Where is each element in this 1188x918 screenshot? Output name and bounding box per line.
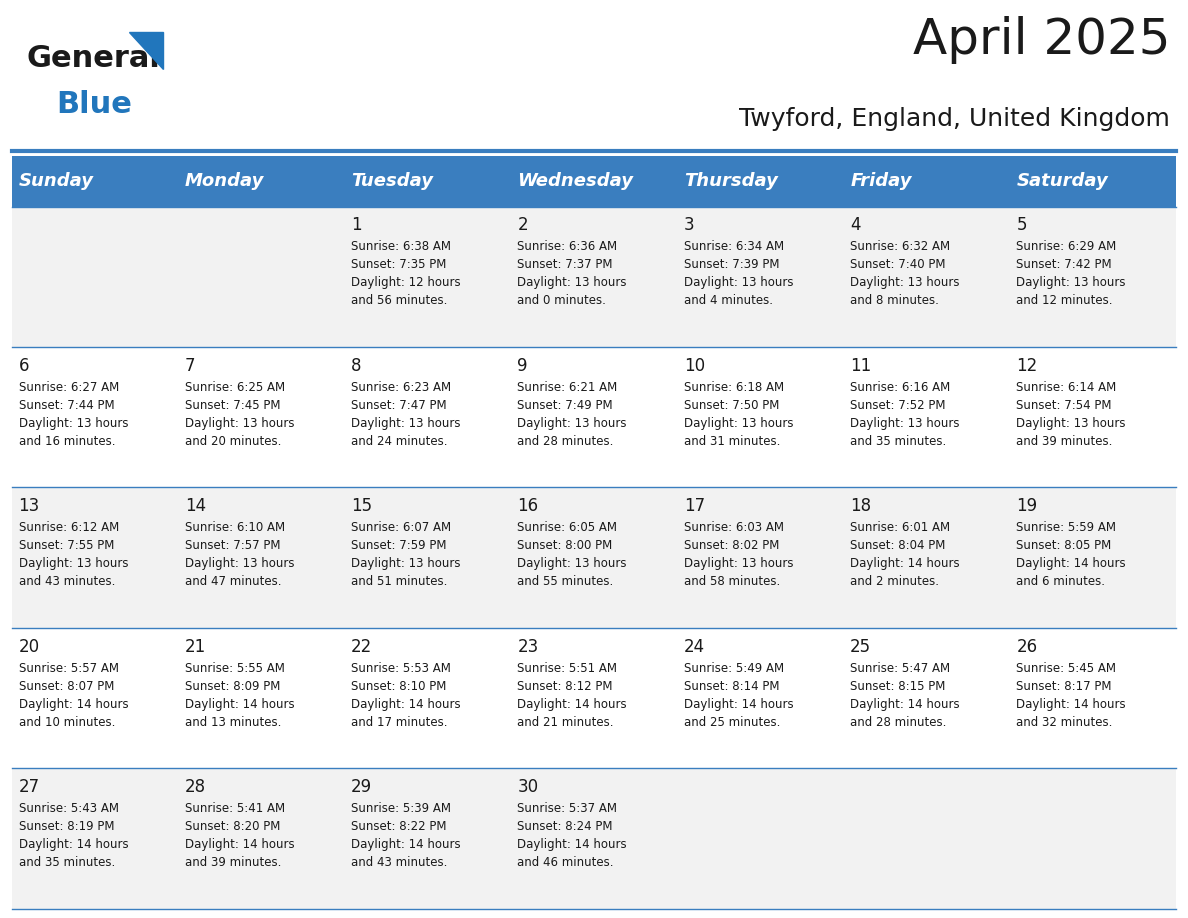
Bar [12, 768, 1176, 909]
Text: Sunrise: 6:34 AM
Sunset: 7:39 PM
Daylight: 13 hours
and 4 minutes.: Sunrise: 6:34 AM Sunset: 7:39 PM Dayligh… [684, 241, 794, 308]
Text: Sunrise: 6:32 AM
Sunset: 7:40 PM
Daylight: 13 hours
and 8 minutes.: Sunrise: 6:32 AM Sunset: 7:40 PM Dayligh… [851, 241, 960, 308]
Text: 25: 25 [851, 638, 871, 655]
Text: 29: 29 [352, 778, 372, 796]
Text: Sunrise: 6:05 AM
Sunset: 8:00 PM
Daylight: 13 hours
and 55 minutes.: Sunrise: 6:05 AM Sunset: 8:00 PM Dayligh… [518, 521, 627, 588]
Text: 21: 21 [185, 638, 206, 655]
Bar [12, 156, 1176, 207]
Text: 8: 8 [352, 357, 361, 375]
Bar [12, 487, 1176, 628]
Text: 18: 18 [851, 498, 871, 515]
Text: Sunrise: 6:14 AM
Sunset: 7:54 PM
Daylight: 13 hours
and 39 minutes.: Sunrise: 6:14 AM Sunset: 7:54 PM Dayligh… [1017, 381, 1126, 448]
Text: 30: 30 [518, 778, 538, 796]
Text: Sunrise: 6:07 AM
Sunset: 7:59 PM
Daylight: 13 hours
and 51 minutes.: Sunrise: 6:07 AM Sunset: 7:59 PM Dayligh… [352, 521, 461, 588]
Text: 20: 20 [19, 638, 39, 655]
Text: 15: 15 [352, 498, 372, 515]
Text: April 2025: April 2025 [912, 17, 1170, 64]
Text: Sunrise: 6:03 AM
Sunset: 8:02 PM
Daylight: 13 hours
and 58 minutes.: Sunrise: 6:03 AM Sunset: 8:02 PM Dayligh… [684, 521, 794, 588]
Text: 5: 5 [1017, 217, 1026, 234]
Text: 27: 27 [19, 778, 39, 796]
Text: Monday: Monday [185, 173, 264, 190]
Text: Sunrise: 6:21 AM
Sunset: 7:49 PM
Daylight: 13 hours
and 28 minutes.: Sunrise: 6:21 AM Sunset: 7:49 PM Dayligh… [518, 381, 627, 448]
Text: 16: 16 [518, 498, 538, 515]
Text: Sunrise: 5:53 AM
Sunset: 8:10 PM
Daylight: 14 hours
and 17 minutes.: Sunrise: 5:53 AM Sunset: 8:10 PM Dayligh… [352, 662, 461, 729]
Text: Sunrise: 5:51 AM
Sunset: 8:12 PM
Daylight: 14 hours
and 21 minutes.: Sunrise: 5:51 AM Sunset: 8:12 PM Dayligh… [518, 662, 627, 729]
Text: 14: 14 [185, 498, 206, 515]
Text: Sunrise: 6:01 AM
Sunset: 8:04 PM
Daylight: 14 hours
and 2 minutes.: Sunrise: 6:01 AM Sunset: 8:04 PM Dayligh… [851, 521, 960, 588]
Text: Sunrise: 6:12 AM
Sunset: 7:55 PM
Daylight: 13 hours
and 43 minutes.: Sunrise: 6:12 AM Sunset: 7:55 PM Dayligh… [19, 521, 128, 588]
Bar [12, 207, 1176, 347]
Text: Blue: Blue [56, 90, 132, 119]
Text: Tuesday: Tuesday [352, 173, 434, 190]
Text: Sunrise: 5:47 AM
Sunset: 8:15 PM
Daylight: 14 hours
and 28 minutes.: Sunrise: 5:47 AM Sunset: 8:15 PM Dayligh… [851, 662, 960, 729]
Text: 13: 13 [19, 498, 39, 515]
Text: Sunrise: 5:49 AM
Sunset: 8:14 PM
Daylight: 14 hours
and 25 minutes.: Sunrise: 5:49 AM Sunset: 8:14 PM Dayligh… [684, 662, 794, 729]
Text: Sunrise: 5:45 AM
Sunset: 8:17 PM
Daylight: 14 hours
and 32 minutes.: Sunrise: 5:45 AM Sunset: 8:17 PM Dayligh… [1017, 662, 1126, 729]
Text: 19: 19 [1017, 498, 1037, 515]
Text: 9: 9 [518, 357, 527, 375]
Bar [12, 628, 1176, 768]
Text: Friday: Friday [851, 173, 911, 190]
Text: Sunrise: 6:38 AM
Sunset: 7:35 PM
Daylight: 12 hours
and 56 minutes.: Sunrise: 6:38 AM Sunset: 7:35 PM Dayligh… [352, 241, 461, 308]
Bar [12, 347, 1176, 487]
Text: 7: 7 [185, 357, 195, 375]
Text: Sunrise: 5:59 AM
Sunset: 8:05 PM
Daylight: 14 hours
and 6 minutes.: Sunrise: 5:59 AM Sunset: 8:05 PM Dayligh… [1017, 521, 1126, 588]
Text: 12: 12 [1017, 357, 1037, 375]
Text: Sunrise: 6:23 AM
Sunset: 7:47 PM
Daylight: 13 hours
and 24 minutes.: Sunrise: 6:23 AM Sunset: 7:47 PM Dayligh… [352, 381, 461, 448]
Text: Sunrise: 5:43 AM
Sunset: 8:19 PM
Daylight: 14 hours
and 35 minutes.: Sunrise: 5:43 AM Sunset: 8:19 PM Dayligh… [19, 802, 128, 869]
Text: 17: 17 [684, 498, 704, 515]
Text: 24: 24 [684, 638, 704, 655]
Text: Saturday: Saturday [1017, 173, 1108, 190]
Text: 28: 28 [185, 778, 206, 796]
Text: 10: 10 [684, 357, 704, 375]
Text: Thursday: Thursday [684, 173, 778, 190]
Text: Sunrise: 5:37 AM
Sunset: 8:24 PM
Daylight: 14 hours
and 46 minutes.: Sunrise: 5:37 AM Sunset: 8:24 PM Dayligh… [518, 802, 627, 869]
Text: 4: 4 [851, 217, 860, 234]
Text: Sunrise: 6:29 AM
Sunset: 7:42 PM
Daylight: 13 hours
and 12 minutes.: Sunrise: 6:29 AM Sunset: 7:42 PM Dayligh… [1017, 241, 1126, 308]
Text: 1: 1 [352, 217, 362, 234]
Text: Sunrise: 6:36 AM
Sunset: 7:37 PM
Daylight: 13 hours
and 0 minutes.: Sunrise: 6:36 AM Sunset: 7:37 PM Dayligh… [518, 241, 627, 308]
Text: 22: 22 [352, 638, 372, 655]
Text: 26: 26 [1017, 638, 1037, 655]
Text: Sunrise: 5:41 AM
Sunset: 8:20 PM
Daylight: 14 hours
and 39 minutes.: Sunrise: 5:41 AM Sunset: 8:20 PM Dayligh… [185, 802, 295, 869]
Text: 2: 2 [518, 217, 529, 234]
Text: Sunrise: 5:57 AM
Sunset: 8:07 PM
Daylight: 14 hours
and 10 minutes.: Sunrise: 5:57 AM Sunset: 8:07 PM Dayligh… [19, 662, 128, 729]
Text: Sunrise: 5:55 AM
Sunset: 8:09 PM
Daylight: 14 hours
and 13 minutes.: Sunrise: 5:55 AM Sunset: 8:09 PM Dayligh… [185, 662, 295, 729]
Text: Wednesday: Wednesday [518, 173, 633, 190]
Text: 3: 3 [684, 217, 695, 234]
Text: 23: 23 [518, 638, 538, 655]
Polygon shape [129, 32, 163, 69]
Text: Sunday: Sunday [19, 173, 94, 190]
Text: Sunrise: 6:27 AM
Sunset: 7:44 PM
Daylight: 13 hours
and 16 minutes.: Sunrise: 6:27 AM Sunset: 7:44 PM Dayligh… [19, 381, 128, 448]
Text: General: General [26, 44, 160, 73]
Text: 11: 11 [851, 357, 871, 375]
Text: Sunrise: 6:10 AM
Sunset: 7:57 PM
Daylight: 13 hours
and 47 minutes.: Sunrise: 6:10 AM Sunset: 7:57 PM Dayligh… [185, 521, 295, 588]
Text: Twyford, England, United Kingdom: Twyford, England, United Kingdom [739, 107, 1170, 131]
Text: Sunrise: 6:18 AM
Sunset: 7:50 PM
Daylight: 13 hours
and 31 minutes.: Sunrise: 6:18 AM Sunset: 7:50 PM Dayligh… [684, 381, 794, 448]
Text: Sunrise: 6:16 AM
Sunset: 7:52 PM
Daylight: 13 hours
and 35 minutes.: Sunrise: 6:16 AM Sunset: 7:52 PM Dayligh… [851, 381, 960, 448]
Text: 6: 6 [19, 357, 29, 375]
Text: Sunrise: 6:25 AM
Sunset: 7:45 PM
Daylight: 13 hours
and 20 minutes.: Sunrise: 6:25 AM Sunset: 7:45 PM Dayligh… [185, 381, 295, 448]
Text: Sunrise: 5:39 AM
Sunset: 8:22 PM
Daylight: 14 hours
and 43 minutes.: Sunrise: 5:39 AM Sunset: 8:22 PM Dayligh… [352, 802, 461, 869]
